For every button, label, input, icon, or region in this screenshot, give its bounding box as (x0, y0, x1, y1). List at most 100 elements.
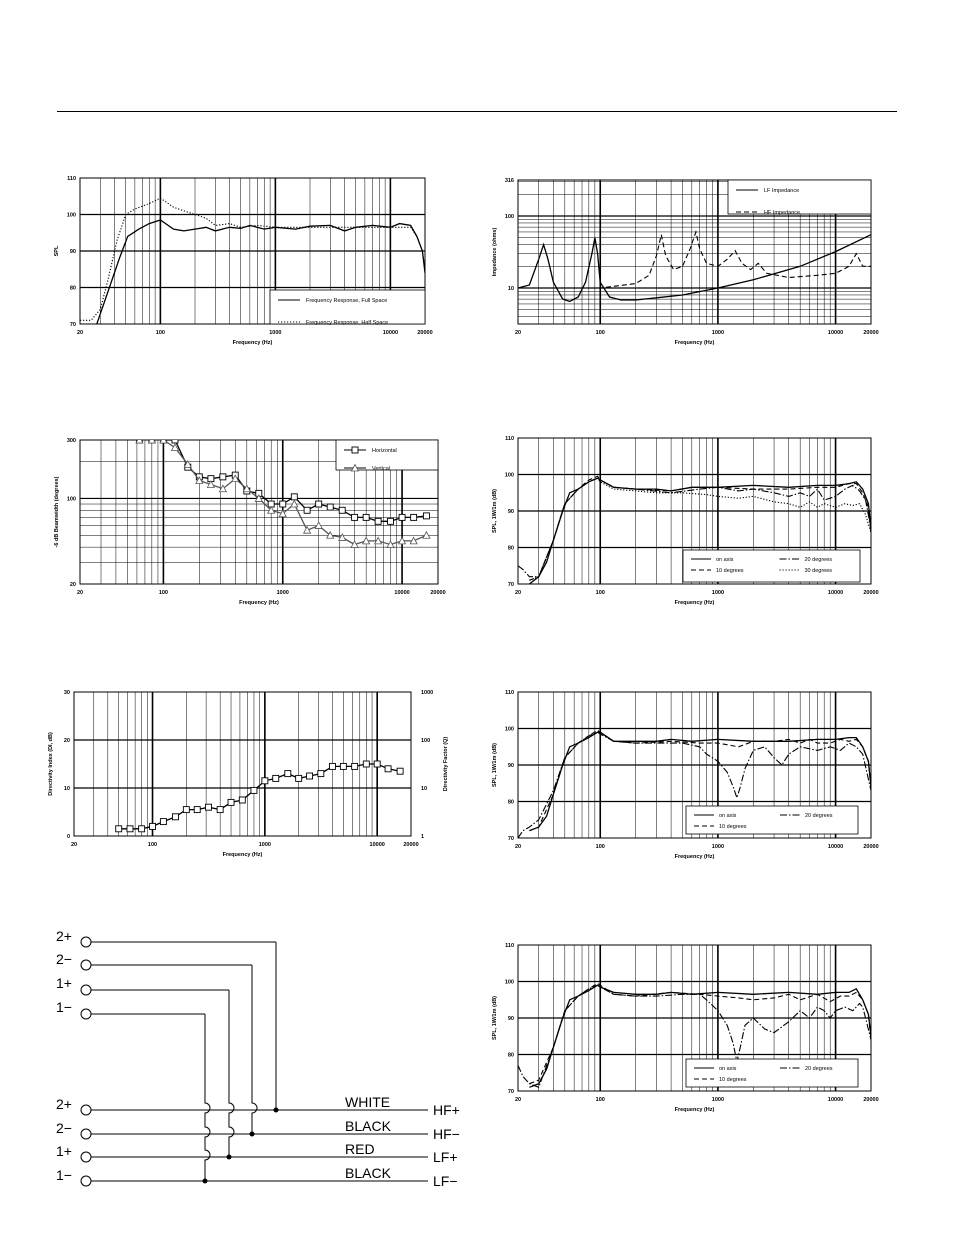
terminal-bottom-2 (80, 1128, 92, 1140)
series-line (518, 731, 871, 838)
data-point (422, 530, 431, 539)
legend-box (685, 1058, 859, 1088)
data-point (396, 767, 404, 775)
y-tick-label: 80 (508, 1053, 514, 1059)
x-axis-label: Frequency (Hz) (233, 340, 273, 346)
chart-vertical-offaxis-up: 20 100 1000 10000 20000 70 80 90 100 110 Frequency… (490, 682, 890, 864)
terminal-top-1 (80, 936, 92, 948)
legend-label: 20 degrees (805, 813, 833, 819)
plot-frame (73, 691, 412, 837)
y-axis-label: SPL, 1W/1m (dB) (492, 743, 498, 787)
y-tick-label: 90 (70, 249, 76, 255)
terminal-bottom-label: 1+ (56, 1143, 72, 1159)
x-tick-label: 20000 (863, 590, 878, 596)
series-group (529, 729, 871, 832)
y-axis-label: Directivity Index (DI, dB) (48, 732, 54, 796)
data-point (138, 825, 146, 833)
y-tick-label: 80 (508, 800, 514, 806)
x-tick-label: 20000 (863, 330, 878, 336)
data-point (290, 499, 299, 508)
chart-svg: 20 100 1000 10000 20000 70 80 90 100 110 Frequency… (492, 436, 879, 606)
x-tick-label: 100 (596, 330, 605, 336)
x-tick-label: 10000 (828, 1097, 843, 1103)
y-tick-label: 100 (505, 473, 514, 479)
junction-dot (226, 1154, 232, 1160)
legend-box (727, 179, 872, 215)
y2-axis-label: Directivity Factor (Q) (443, 737, 449, 792)
legend-label: HF Impedance (764, 210, 800, 216)
plot-frame (79, 439, 439, 585)
x-tick-label: 1000 (712, 844, 724, 850)
wiring-diagram: 2+ 2− 1+ 1− 2+ 2− 1+ 1− WHITE BLACK RED … (56, 928, 460, 1189)
legend-marker (351, 446, 359, 454)
y-tick-label: 70 (508, 1089, 514, 1095)
legend-label: 10 degrees (719, 1077, 747, 1083)
data-point (350, 540, 359, 548)
data-point (278, 509, 287, 518)
legend-label: Vertical (372, 466, 390, 472)
x-tick-label: 10000 (370, 842, 385, 848)
y2-tick-label: 100 (421, 738, 430, 744)
series-line (529, 477, 871, 581)
data-point (290, 493, 298, 501)
chart-beamwidth: 20 100 1000 10000 20000 20 100 300 Frequency (Hz… (40, 430, 450, 612)
series-line (529, 982, 871, 1085)
plot-frame (517, 179, 872, 325)
terminal-top-label: 2+ (56, 928, 72, 944)
y-tick-label: 0 (67, 834, 70, 840)
wire-color-label: BLACK (345, 1118, 392, 1134)
data-point (171, 440, 179, 444)
series-group (529, 475, 871, 581)
plot-frame (517, 944, 872, 1092)
y-tick-label: 90 (508, 1016, 514, 1022)
terminal-top-label: 1− (56, 999, 72, 1015)
series-group (529, 477, 871, 581)
data-point (159, 818, 167, 826)
y-tick-label: 316 (505, 178, 514, 184)
chart-vertical-offaxis-down: 20 100 1000 10000 20000 70 80 90 100 110 Frequency… (490, 935, 890, 1117)
data-point (326, 503, 334, 511)
series-line (80, 197, 425, 321)
wire-color-label: WHITE (345, 1094, 390, 1110)
x-tick-label: 100 (159, 590, 168, 596)
legend: on axis 20 degrees 10 degrees (685, 805, 859, 835)
data-point (193, 806, 201, 814)
y-axis-label: SPL (54, 245, 60, 256)
output-label: LF− (433, 1173, 458, 1189)
x-axis-label: Frequency (Hz) (675, 600, 715, 606)
legend: LF Impedance HF Impedance (727, 179, 872, 216)
data-point (295, 774, 303, 782)
y-tick-label: 70 (508, 582, 514, 588)
x-tick-label: 10000 (383, 330, 398, 336)
chart-svg: 20 100 1000 10000 20000 70 80 90 100 110 Frequency… (492, 943, 879, 1113)
series-group (135, 440, 431, 548)
grid (518, 180, 871, 324)
y-tick-label: 100 (67, 213, 76, 219)
y-tick-label: 10 (64, 786, 70, 792)
data-point (315, 500, 323, 508)
data-point (351, 762, 359, 770)
y-tick-label: 80 (508, 546, 514, 552)
data-point (216, 806, 224, 814)
y-tick-label: 20 (70, 582, 76, 588)
x-axis-label: Frequency (Hz) (223, 852, 263, 858)
data-point (409, 536, 418, 545)
data-point (219, 473, 227, 481)
chart-directivity: 20 100 1000 10000 20000 0 10 20 30 1 10 100 1000 Freq… (40, 682, 460, 864)
legend-box (685, 805, 859, 835)
series-line (529, 475, 871, 581)
data-point (135, 440, 144, 444)
data-point (326, 530, 335, 539)
data-point (362, 513, 370, 521)
y-tick-label: 10 (508, 286, 514, 292)
data-point (261, 777, 269, 785)
y-tick-label: 70 (70, 322, 76, 328)
data-point (227, 798, 235, 806)
terminal-bottom-4 (80, 1175, 92, 1187)
data-point (231, 474, 240, 483)
x-tick-label: 20000 (417, 330, 432, 336)
legend-label: on axis (719, 1066, 737, 1072)
chart-svg: 20 100 1000 10000 20000 0 10 20 30 1 10 100 1000 Freq… (48, 690, 449, 858)
series-group (529, 982, 871, 1085)
x-tick-label: 1000 (712, 590, 724, 596)
